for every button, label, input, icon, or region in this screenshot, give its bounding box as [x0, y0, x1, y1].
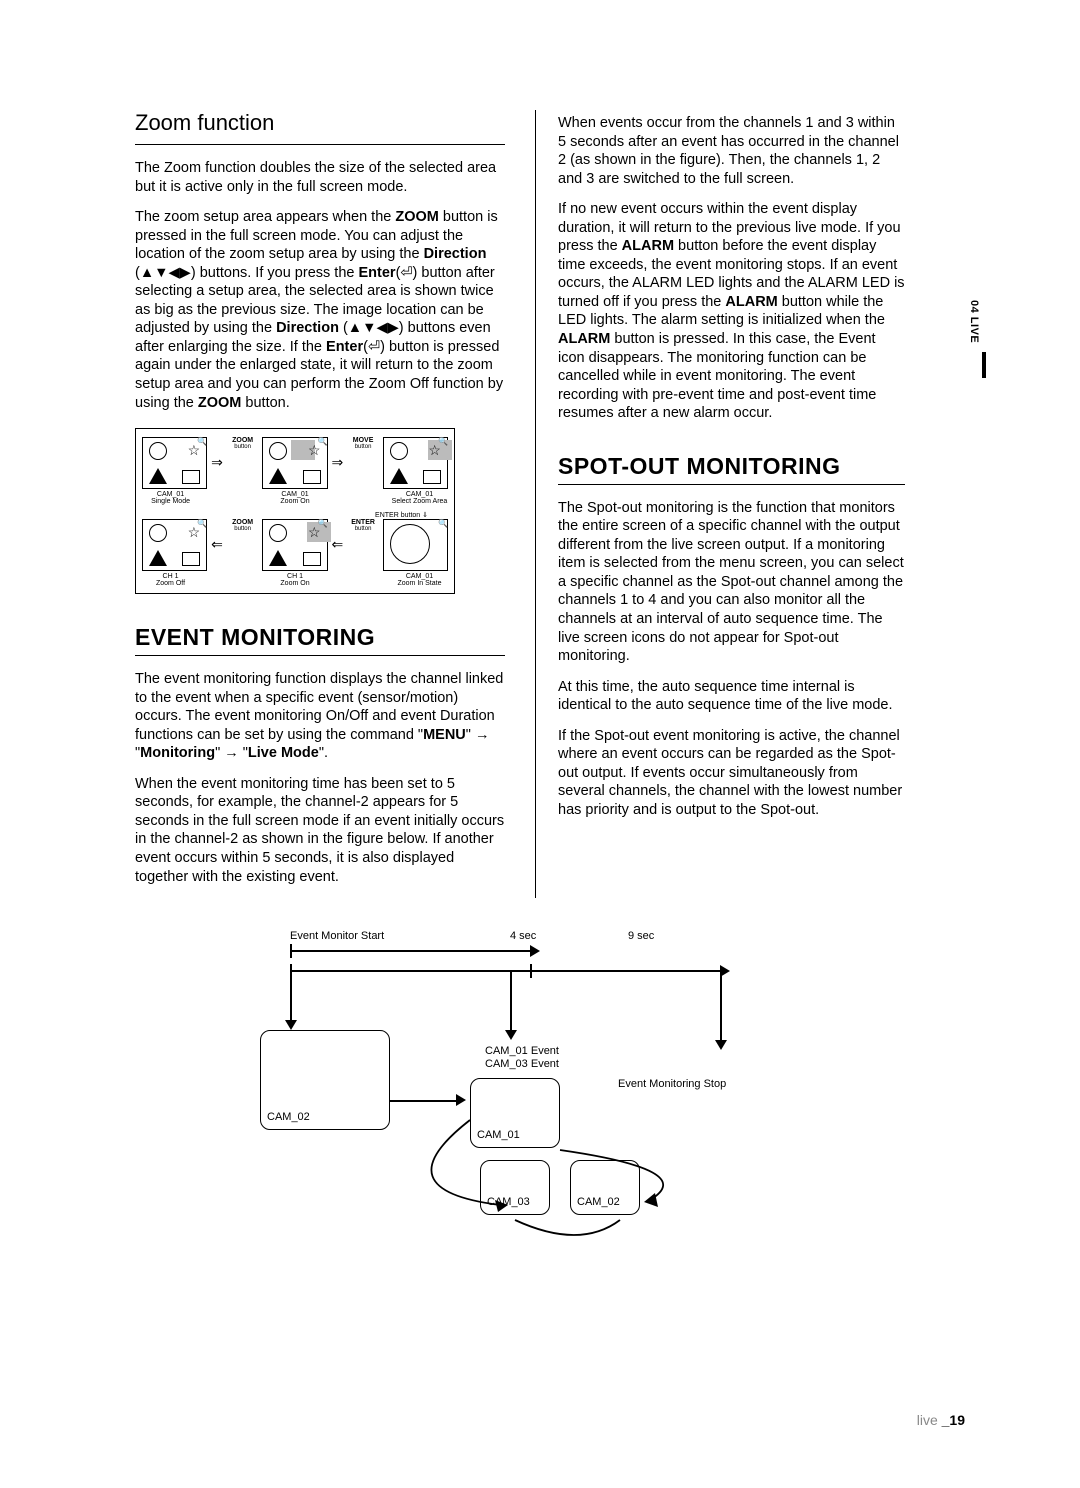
zoom-p2: The zoom setup area appears when the ZOO… — [135, 208, 505, 412]
side-bar — [982, 352, 986, 378]
enter-button-label: ENTER button ⇓ — [142, 511, 448, 519]
v-arrow-1 — [290, 970, 292, 1020]
right-p2: If no new event occurs within the event … — [558, 200, 905, 423]
tile-single: ☆🔍 — [142, 437, 207, 489]
spot-p2: At this time, the auto sequence time int… — [558, 678, 905, 715]
right-p1: When events occur from the channels 1 an… — [558, 114, 905, 188]
event-p2: When the event monitoring time has been … — [135, 775, 505, 886]
rule — [558, 484, 905, 485]
ed-9sec-label: 9 sec — [628, 930, 654, 942]
tile-select: ☆🔍 — [383, 437, 448, 489]
arrow-icon: ⇐ — [332, 537, 344, 551]
rule — [135, 655, 505, 656]
zoom-diagram: ☆🔍 ⇒ ZOOMbutton ☆🔍 ⇒ MOVEbutton ☆🔍 CAM_0… — [135, 428, 455, 594]
ed-cam03e: CAM_03 Event — [485, 1058, 559, 1070]
page-body: Zoom function The Zoom function doubles … — [0, 0, 1080, 938]
v-arrow-3 — [720, 970, 722, 1040]
arrow-icon — [456, 1094, 466, 1106]
zoom-heading: Zoom function — [135, 110, 505, 136]
arrow-icon: ⇒ — [332, 455, 344, 469]
event-p1: The event monitoring function displays t… — [135, 670, 505, 763]
footer: live _19 — [917, 1412, 965, 1428]
tile-zoom-on: ☆🔍 — [262, 437, 327, 489]
ed-cam01e: CAM_01 Event — [485, 1045, 559, 1057]
timeline-1 — [290, 950, 530, 952]
spot-heading: SPOT-OUT MONITORING — [558, 453, 905, 480]
arrow-icon: ⇒ — [211, 455, 223, 469]
rule — [135, 144, 505, 145]
tile-zoom-on2: ☆🔍 — [262, 519, 327, 571]
event-heading: EVENT MONITORING — [135, 624, 505, 651]
ed-stop: Event Monitoring Stop — [618, 1078, 726, 1090]
zoom-p1: The Zoom function doubles the size of th… — [135, 159, 505, 196]
right-column: When events occur from the channels 1 an… — [535, 110, 905, 898]
ed-box-cam02: CAM_02 — [260, 1030, 390, 1130]
spot-p3: If the Spot-out event monitoring is acti… — [558, 727, 905, 820]
loop-arcs — [400, 1110, 720, 1240]
side-tab: 04 LIVE — [968, 300, 980, 343]
v-arrow-2 — [510, 970, 512, 1030]
arrow-icon: ⇐ — [211, 537, 223, 551]
left-column: Zoom function The Zoom function doubles … — [135, 110, 505, 898]
tile-zoom-off: ☆🔍 — [142, 519, 207, 571]
event-diagram: Event Monitor Start 4 sec 9 sec CAM_01 E… — [260, 930, 840, 1270]
ed-4sec-label: 4 sec — [510, 930, 536, 942]
ed-start-label: Event Monitor Start — [290, 930, 384, 942]
spot-p1: The Spot-out monitoring is the function … — [558, 499, 905, 666]
tile-zoom-in: 🔍 — [383, 519, 448, 571]
timeline-2 — [290, 970, 720, 972]
